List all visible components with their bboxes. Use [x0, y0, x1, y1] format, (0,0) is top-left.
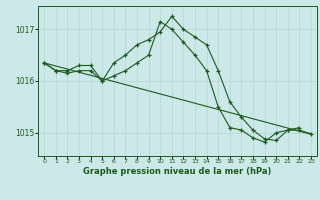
X-axis label: Graphe pression niveau de la mer (hPa): Graphe pression niveau de la mer (hPa) [84, 167, 272, 176]
